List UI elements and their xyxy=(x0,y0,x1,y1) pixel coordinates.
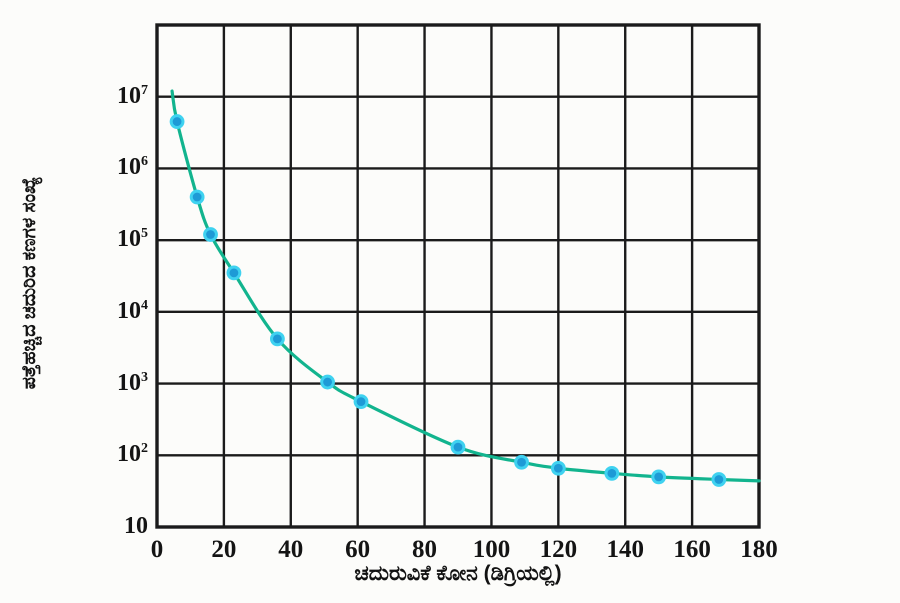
data-point-core xyxy=(273,334,282,344)
y-tick-label: 102 xyxy=(117,441,148,468)
data-point-core xyxy=(453,442,463,452)
y-tick-label: 104 xyxy=(117,297,148,324)
x-axis-title: ಚದುರುವಿಕೆ ಕೋನ (ಡಿಗ್ರಿಯಲ್ಲಿ) xyxy=(354,562,562,585)
x-tick-label: 60 xyxy=(345,536,371,563)
x-tick-label: 140 xyxy=(606,536,644,563)
plot-border xyxy=(155,23,761,529)
data-point-core xyxy=(172,117,182,126)
x-tick-label: 40 xyxy=(278,536,304,563)
y-tick-label: 10 xyxy=(124,513,148,539)
x-tick-label: 160 xyxy=(673,536,711,563)
y-tick-label: 107 xyxy=(117,82,148,109)
data-point-core xyxy=(654,472,664,482)
x-tick-label: 180 xyxy=(740,536,778,563)
x-tick-label: 0 xyxy=(150,536,164,563)
data-curve xyxy=(170,89,761,483)
data-point-core xyxy=(323,377,332,387)
data-point-core xyxy=(714,475,724,484)
data-point-core xyxy=(553,463,563,473)
x-tick-label: 100 xyxy=(472,536,511,563)
y-tick-label: 106 xyxy=(117,154,148,181)
data-point-core xyxy=(517,457,526,467)
y-tick-label: 103 xyxy=(117,369,148,396)
x-tick-label: 20 xyxy=(211,536,237,563)
x-tick-label: 120 xyxy=(539,536,578,563)
data-point-core xyxy=(356,397,366,407)
y-axis-title: ಪತ್ತೆಹಚ್ಚಿದ ಚದುರಿದ ಕಣಗಳ ಸಂಖ್ಯೆ xyxy=(19,176,40,390)
x-tick-label: 80 xyxy=(412,536,438,563)
data-point-core xyxy=(206,230,215,239)
data-point-core xyxy=(192,192,202,202)
data-point-core xyxy=(607,468,617,478)
data-point-core xyxy=(229,268,239,278)
y-tick-label: 105 xyxy=(117,226,148,253)
